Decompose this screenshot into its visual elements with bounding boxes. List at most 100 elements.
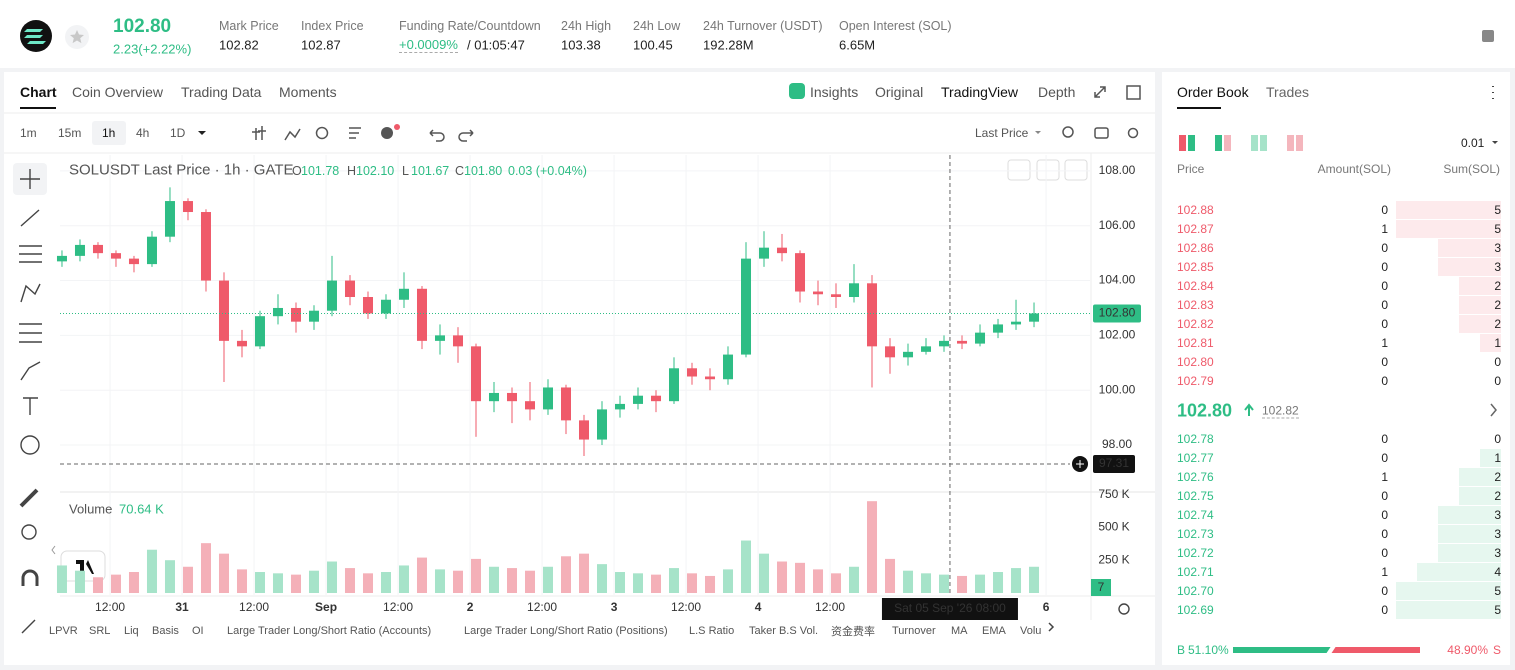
- indicator-tab[interactable]: Volu: [1020, 625, 1042, 637]
- indicator-tab[interactable]: Basis: [152, 625, 179, 637]
- ruler-tool[interactable]: [19, 488, 39, 508]
- candle-body: [344, 280, 355, 298]
- volume-bar: [506, 568, 517, 593]
- layout-icon[interactable]: [1287, 135, 1294, 151]
- zoom-tool[interactable]: [21, 524, 37, 540]
- brush-tool[interactable]: [20, 361, 41, 381]
- indicator-tab[interactable]: L.S Ratio: [689, 625, 735, 637]
- view-tab[interactable]: Depth: [1038, 84, 1076, 100]
- pattern-tool[interactable]: [20, 283, 41, 303]
- volume-bar: [524, 570, 535, 593]
- scroll-button[interactable]: [1007, 159, 1031, 181]
- view-tab[interactable]: TradingView: [941, 84, 1019, 100]
- interval[interactable]: 1D: [170, 126, 186, 140]
- reload-icon[interactable]: [315, 126, 329, 140]
- candle-body: [326, 280, 337, 311]
- ob-price: 102.82: [1177, 317, 1214, 331]
- interval[interactable]: 1m: [20, 126, 37, 140]
- collapse-button[interactable]: [1036, 159, 1060, 181]
- settings-icon[interactable]: [1127, 127, 1139, 139]
- ob-sum: 2: [1494, 470, 1501, 484]
- fib-tool[interactable]: [19, 323, 42, 343]
- ob-price: 102.70: [1177, 584, 1214, 598]
- volume-bar: [615, 572, 626, 593]
- expand-icon[interactable]: [1094, 86, 1106, 98]
- search-icon[interactable]: [1062, 126, 1074, 138]
- ob-tab[interactable]: Order Book: [1177, 84, 1249, 100]
- pencil-tool[interactable]: [21, 619, 36, 634]
- magnet-tool[interactable]: [21, 569, 39, 586]
- chart-tab[interactable]: Moments: [279, 84, 337, 100]
- mid-arrow[interactable]: [1490, 403, 1497, 417]
- line-tool[interactable]: [20, 209, 40, 227]
- indicator-tab[interactable]: Turnover: [892, 625, 936, 637]
- interval[interactable]: 1h: [102, 126, 116, 140]
- layout-icon[interactable]: [1215, 135, 1222, 151]
- chart-tab[interactable]: Coin Overview: [72, 84, 164, 100]
- price-type[interactable]: Last Price: [975, 126, 1029, 140]
- interval[interactable]: 4h: [136, 126, 150, 140]
- chart-tab[interactable]: Chart: [20, 84, 57, 100]
- depth-bar: [1396, 201, 1501, 219]
- indicator-tab[interactable]: 资金费率: [831, 626, 875, 638]
- layout-icon[interactable]: [1251, 135, 1258, 151]
- layout-icon[interactable]: [1179, 135, 1186, 151]
- ob-amount: 1: [1381, 336, 1388, 350]
- x-tick-label: 12:00: [671, 600, 701, 614]
- ob-sum: 0: [1494, 355, 1501, 369]
- x-tick-label: 31: [175, 600, 189, 614]
- volume-bar: [705, 575, 716, 593]
- ob-tab[interactable]: Trades: [1266, 84, 1310, 100]
- indicator-tab[interactable]: OI: [192, 625, 204, 637]
- indicator-tab[interactable]: Large Trader Long/Short Ratio (Positions…: [464, 625, 668, 637]
- x-tick-label: 12:00: [95, 600, 125, 614]
- more-indicators[interactable]: [1048, 622, 1055, 632]
- view-tab[interactable]: Original: [875, 84, 924, 100]
- y-tick-label: 100.00: [1099, 382, 1136, 396]
- volume-bar: [542, 566, 553, 593]
- ob-sum: 2: [1494, 317, 1501, 331]
- candle-type-icon[interactable]: [252, 126, 266, 140]
- candle-body: [290, 307, 301, 322]
- candle-body: [795, 253, 806, 292]
- interval[interactable]: 15m: [58, 126, 82, 140]
- indicator-tab[interactable]: LPVR: [49, 625, 78, 637]
- candle-body: [254, 316, 265, 347]
- layout-icon[interactable]: [1188, 135, 1195, 151]
- layout-icon[interactable]: [1260, 135, 1267, 151]
- indicator-tab[interactable]: EMA: [982, 625, 1006, 637]
- candle-body: [110, 253, 121, 259]
- indicator-icon[interactable]: [284, 128, 301, 141]
- template-icon[interactable]: [349, 127, 361, 139]
- dropdown-arrow[interactable]: [1035, 131, 1041, 134]
- indicator-tab[interactable]: Liq: [124, 625, 139, 637]
- depth-bar: [1438, 525, 1501, 543]
- layout-icon[interactable]: [1296, 135, 1303, 151]
- candle-body: [74, 244, 85, 256]
- indicator-tab[interactable]: Large Trader Long/Short Ratio (Accounts): [227, 625, 432, 637]
- layout-icon[interactable]: [1224, 135, 1231, 151]
- auto-scale-icon[interactable]: [1118, 603, 1130, 615]
- camera-icon[interactable]: [1094, 127, 1109, 139]
- emoji-tool[interactable]: [20, 435, 40, 455]
- dropdown-arrow[interactable]: [198, 131, 206, 135]
- window-icon[interactable]: [1126, 85, 1141, 100]
- chart-tab[interactable]: Trading Data: [181, 84, 262, 100]
- channel-tool[interactable]: [19, 245, 42, 263]
- indicator-tab[interactable]: Taker B.S Vol.: [749, 625, 819, 637]
- menu-icon[interactable]: [1482, 30, 1494, 42]
- crosshair-tool[interactable]: [20, 169, 40, 189]
- buy-pct: 51.10%: [1188, 643, 1229, 657]
- redo-icon[interactable]: [458, 129, 474, 142]
- indicator-tab[interactable]: SRL: [89, 625, 111, 637]
- collapse-toolbar[interactable]: [51, 545, 56, 555]
- maximize-button[interactable]: [1064, 159, 1088, 181]
- ob-precision[interactable]: 0.01: [1461, 136, 1485, 150]
- indicator-tab[interactable]: MA: [951, 625, 968, 637]
- view-tab[interactable]: Insights: [810, 84, 859, 100]
- add-icon[interactable]: [381, 127, 393, 139]
- undo-icon[interactable]: [429, 129, 445, 142]
- sell-label: S: [1492, 643, 1501, 657]
- text-tool[interactable]: [23, 397, 38, 415]
- candle-body: [885, 346, 896, 358]
